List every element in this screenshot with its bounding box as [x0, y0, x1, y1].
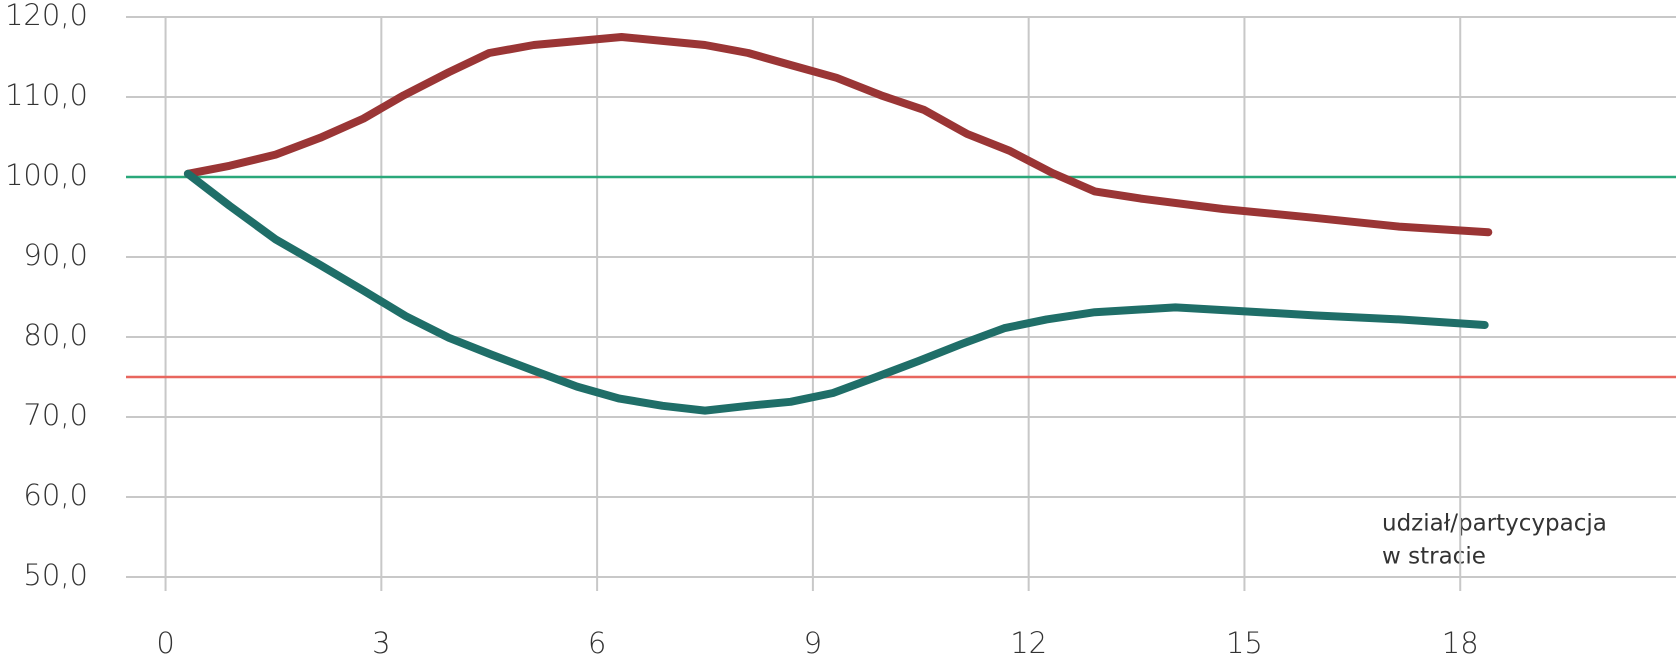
x-tick-label: 18 [1442, 626, 1479, 659]
x-tick-label: 9 [804, 626, 822, 659]
annotation: w stracie [1382, 544, 1486, 570]
series-line [183, 169, 1489, 415]
y-tick-label: 80,0 [23, 318, 88, 352]
y-tick-label: 90,0 [23, 238, 88, 272]
y-tick-label: 110,0 [5, 78, 88, 112]
y-tick-label: 100,0 [5, 158, 88, 192]
y-tick-label: 60,0 [23, 478, 88, 512]
series-line [183, 33, 1493, 237]
x-tick-label: 12 [1010, 626, 1047, 659]
annotation: udział/partycypacja [1382, 511, 1607, 537]
x-tick-label: 3 [372, 626, 390, 659]
x-tick-label: 6 [588, 626, 606, 659]
y-tick-label: 120,0 [5, 0, 88, 32]
y-tick-label: 50,0 [23, 558, 88, 592]
x-tick-label: 15 [1226, 626, 1263, 659]
x-tick-label: 0 [156, 626, 174, 659]
y-tick-label: 70,0 [23, 398, 88, 432]
